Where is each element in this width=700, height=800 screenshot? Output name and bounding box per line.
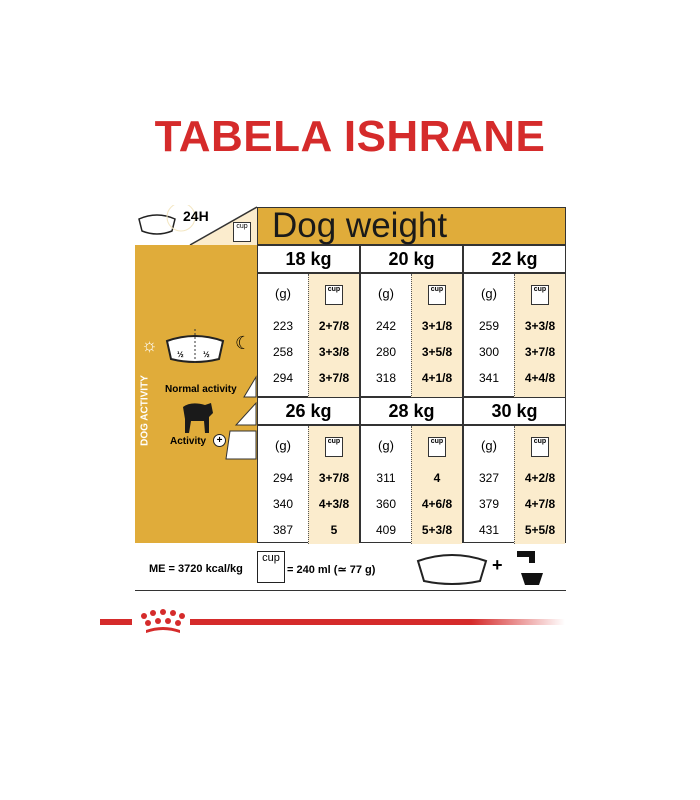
cups-value: 4+4/8 xyxy=(524,371,556,385)
grams-value: 318 xyxy=(375,371,397,385)
half-left: ½ xyxy=(177,350,184,359)
grams-value: 294 xyxy=(272,471,294,485)
grams-value: 379 xyxy=(478,497,500,511)
cup-icon: cup xyxy=(428,285,446,305)
weight-label: 18 kg xyxy=(258,246,359,274)
grams-value: 242 xyxy=(375,319,397,333)
cup-header: cup xyxy=(309,280,359,305)
plus-icon: + xyxy=(213,434,226,447)
label-24h: 24H xyxy=(183,208,209,224)
grams-value: 280 xyxy=(375,345,397,359)
cups-value: 3+5/8 xyxy=(421,345,453,359)
grams-value: 409 xyxy=(375,523,397,537)
bowl-halves-icon: ½ ½ xyxy=(165,329,225,363)
activity-label: Activity xyxy=(170,436,207,447)
cups-value: 5+5/8 xyxy=(524,523,556,537)
cup-icon: cup xyxy=(428,437,446,457)
cups-value: 3+7/8 xyxy=(524,345,556,359)
weight-block: 18 kg (g) cup 223 2+7/8 258 3+3/8 294 3+7/8 xyxy=(257,245,360,398)
cups-value: 4+1/8 xyxy=(421,371,453,385)
cups-value: 3+1/8 xyxy=(421,319,453,333)
grams-header: (g) xyxy=(275,286,291,301)
weight-block: 22 kg (g) cup 259 3+3/8 300 3+7/8 341 4+4/8 xyxy=(463,245,566,398)
grams-value: 360 xyxy=(375,497,397,511)
cup-icon: cup xyxy=(531,285,549,305)
moon-icon: ☾ xyxy=(235,333,252,353)
grams-value: 341 xyxy=(478,371,500,385)
cups-value: 5 xyxy=(330,523,338,537)
cups-value: 3+3/8 xyxy=(524,319,556,333)
grams-value: 300 xyxy=(478,345,500,359)
plus-sign: + xyxy=(492,555,503,575)
cups-value: 4+3/8 xyxy=(318,497,350,511)
activity-panel: DOG ACTIVITY ☼ ½ ½ ☾ Normal activity Act… xyxy=(135,245,257,543)
weight-block: 30 kg (g) cup 327 4+2/8 379 4+7/8 431 5+5/8 xyxy=(463,397,566,544)
grams-header: (g) xyxy=(481,286,497,301)
page-title: TABELA ISHRANE xyxy=(154,112,546,161)
cups-value: 4+2/8 xyxy=(524,471,556,485)
grams-value: 258 xyxy=(272,345,294,359)
grams-header: (g) xyxy=(378,286,394,301)
brand-line xyxy=(190,619,565,625)
grams-value: 340 xyxy=(272,497,294,511)
grams-header: (g) xyxy=(275,438,291,453)
activity-level-steps xyxy=(225,375,257,460)
grams-value: 327 xyxy=(478,471,500,485)
cup-header: cup xyxy=(412,280,462,305)
cup-header: cup xyxy=(515,280,565,305)
weight-label: 26 kg xyxy=(258,398,359,426)
cups-value: 3+3/8 xyxy=(318,345,350,359)
grams-value: 294 xyxy=(272,371,294,385)
sun-icon: ☼ xyxy=(141,335,158,355)
weight-block: 28 kg (g) cup 311 4 360 4+6/8 409 5+3/8 xyxy=(360,397,463,544)
grams-header: (g) xyxy=(378,438,394,453)
cups-value: 5+3/8 xyxy=(421,523,453,537)
half-right: ½ xyxy=(203,350,210,359)
weight-block: 26 kg (g) cup 294 3+7/8 340 4+3/8 387 5 xyxy=(257,397,360,544)
bowl-icon xyxy=(138,205,196,235)
normal-activity-label: Normal activity xyxy=(165,384,237,395)
weight-block: 20 kg (g) cup 242 3+1/8 280 3+5/8 318 4+1/8 xyxy=(360,245,463,398)
cups-value: 4+7/8 xyxy=(524,497,556,511)
water-tap-icon xyxy=(517,551,543,585)
cups-value: 2+7/8 xyxy=(318,319,350,333)
cups-value: 3+7/8 xyxy=(318,371,350,385)
cup-icon: cup xyxy=(233,222,251,242)
cups-value: 4 xyxy=(433,471,441,485)
cup-icon: cup xyxy=(325,437,343,457)
dog-weight-title: Dog weight xyxy=(272,206,448,245)
weight-label: 22 kg xyxy=(464,246,565,274)
cups-value: 3+7/8 xyxy=(318,471,350,485)
weight-label: 20 kg xyxy=(361,246,462,274)
cup-icon: cup xyxy=(325,285,343,305)
cup-icon: cup xyxy=(531,437,549,457)
food-bowl-icon xyxy=(416,554,488,585)
grams-value: 311 xyxy=(376,471,396,485)
cup-header: cup xyxy=(515,432,565,457)
grams-value: 259 xyxy=(478,319,500,333)
cup-equivalent: = 240 ml (≃ 77 g) xyxy=(287,564,376,576)
dog-activity-label: DOG ACTIVITY xyxy=(139,375,151,446)
brand-line-left xyxy=(100,619,132,625)
cup-icon: cup xyxy=(257,551,285,583)
weight-label: 28 kg xyxy=(361,398,462,426)
weight-label: 30 kg xyxy=(464,398,565,426)
royal-canin-crown-logo xyxy=(141,609,185,633)
footer-band: ME = 3720 kcal/kg cup = 240 ml (≃ 77 g) … xyxy=(135,543,566,591)
grams-value: 387 xyxy=(272,523,294,537)
cup-header: cup xyxy=(309,432,359,457)
me-value: ME = 3720 kcal/kg xyxy=(149,563,243,575)
corner-header: 24H cup xyxy=(135,205,257,245)
cups-value: 4+6/8 xyxy=(421,497,453,511)
dog-weight-header: Dog weight xyxy=(257,206,566,245)
grams-value: 431 xyxy=(478,523,500,537)
grams-value: 223 xyxy=(272,319,294,333)
cup-header: cup xyxy=(412,432,462,457)
dog-silhouette-icon xyxy=(183,403,213,433)
grams-header: (g) xyxy=(481,438,497,453)
